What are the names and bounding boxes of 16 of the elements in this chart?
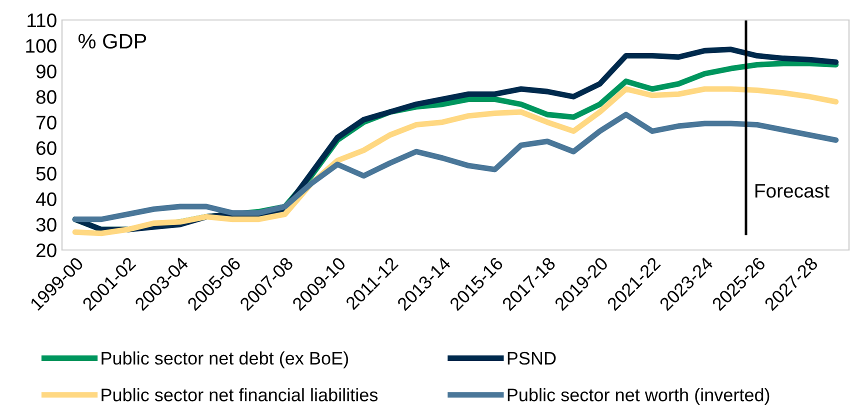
- y-tick-label: 110: [28, 13, 56, 28]
- legend-label: Public sector net financial liabilities: [102, 388, 378, 402]
- y-tick-label: 100: [26, 39, 56, 53]
- legend-label: Public sector net debt (ex BoE): [102, 351, 348, 368]
- legend-label: PSND: [508, 352, 556, 365]
- y-tick-label: 40: [36, 192, 56, 206]
- y-tick-label: 60: [36, 141, 56, 156]
- y-tick-label: 50: [36, 166, 56, 181]
- y-tick-label: 80: [36, 90, 56, 104]
- annotation: % GDP: [78, 34, 146, 49]
- y-tick-label: 20: [36, 243, 56, 258]
- y-tick-label: 70: [36, 116, 56, 130]
- y-tick-label: 90: [36, 64, 56, 78]
- legend-label: Public sector net worth (inverted): [508, 388, 770, 405]
- annotation: Forecast: [755, 184, 830, 198]
- y-tick-label: 30: [36, 218, 56, 232]
